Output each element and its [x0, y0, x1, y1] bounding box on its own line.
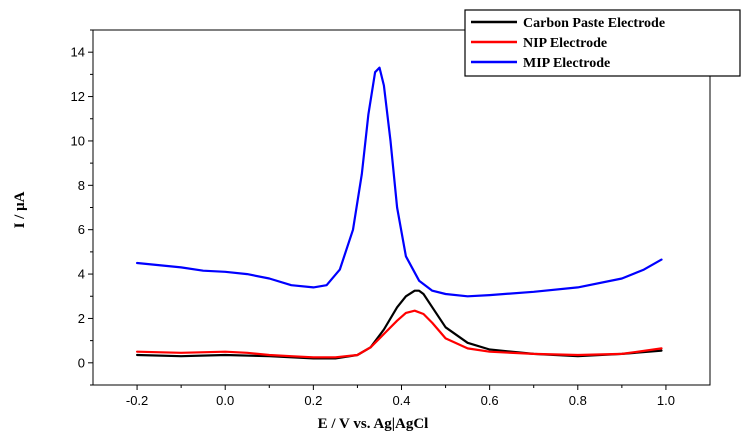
legend-label: MIP Electrode	[523, 56, 610, 71]
y-tick-label: 10	[71, 133, 85, 148]
plot-frame	[92, 29, 711, 386]
x-axis: -0.2 0.0 0.2 0.4 0.6 0.8 1.0	[126, 385, 675, 408]
series-line	[136, 309, 663, 359]
series-line	[136, 66, 663, 298]
series-layer	[136, 66, 663, 360]
y-tick-label: 2	[78, 311, 85, 326]
plot-area	[92, 29, 711, 386]
x-axis-title: E / V vs. Ag|AgCl	[318, 416, 429, 432]
y-axis-title: I / μA	[12, 191, 28, 228]
y-tick-label: 12	[71, 89, 85, 104]
legend-label: Carbon Paste Electrode	[523, 16, 665, 31]
x-tick-label: -0.2	[126, 393, 148, 408]
x-tick-label: 0.4	[392, 393, 410, 408]
y-axis: 0 2 4 6 8 10 12 14	[71, 29, 93, 386]
y-tick-label: 6	[78, 222, 85, 237]
y-tick-label: 0	[78, 355, 85, 370]
x-tick-label: 1.0	[657, 393, 675, 408]
y-tick-label: 8	[78, 178, 85, 193]
series-line	[136, 289, 663, 360]
legend-label: NIP Electrode	[523, 36, 607, 51]
x-tick-label: 0.0	[216, 393, 234, 408]
x-tick-label: 0.8	[569, 393, 587, 408]
legend: Carbon Paste Electrode NIP Electrode MIP E…	[464, 9, 741, 77]
y-tick-label: 4	[78, 267, 85, 282]
x-tick-label: 0.2	[304, 393, 322, 408]
x-tick-label: 0.6	[481, 393, 499, 408]
y-tick-label: 14	[71, 45, 85, 60]
